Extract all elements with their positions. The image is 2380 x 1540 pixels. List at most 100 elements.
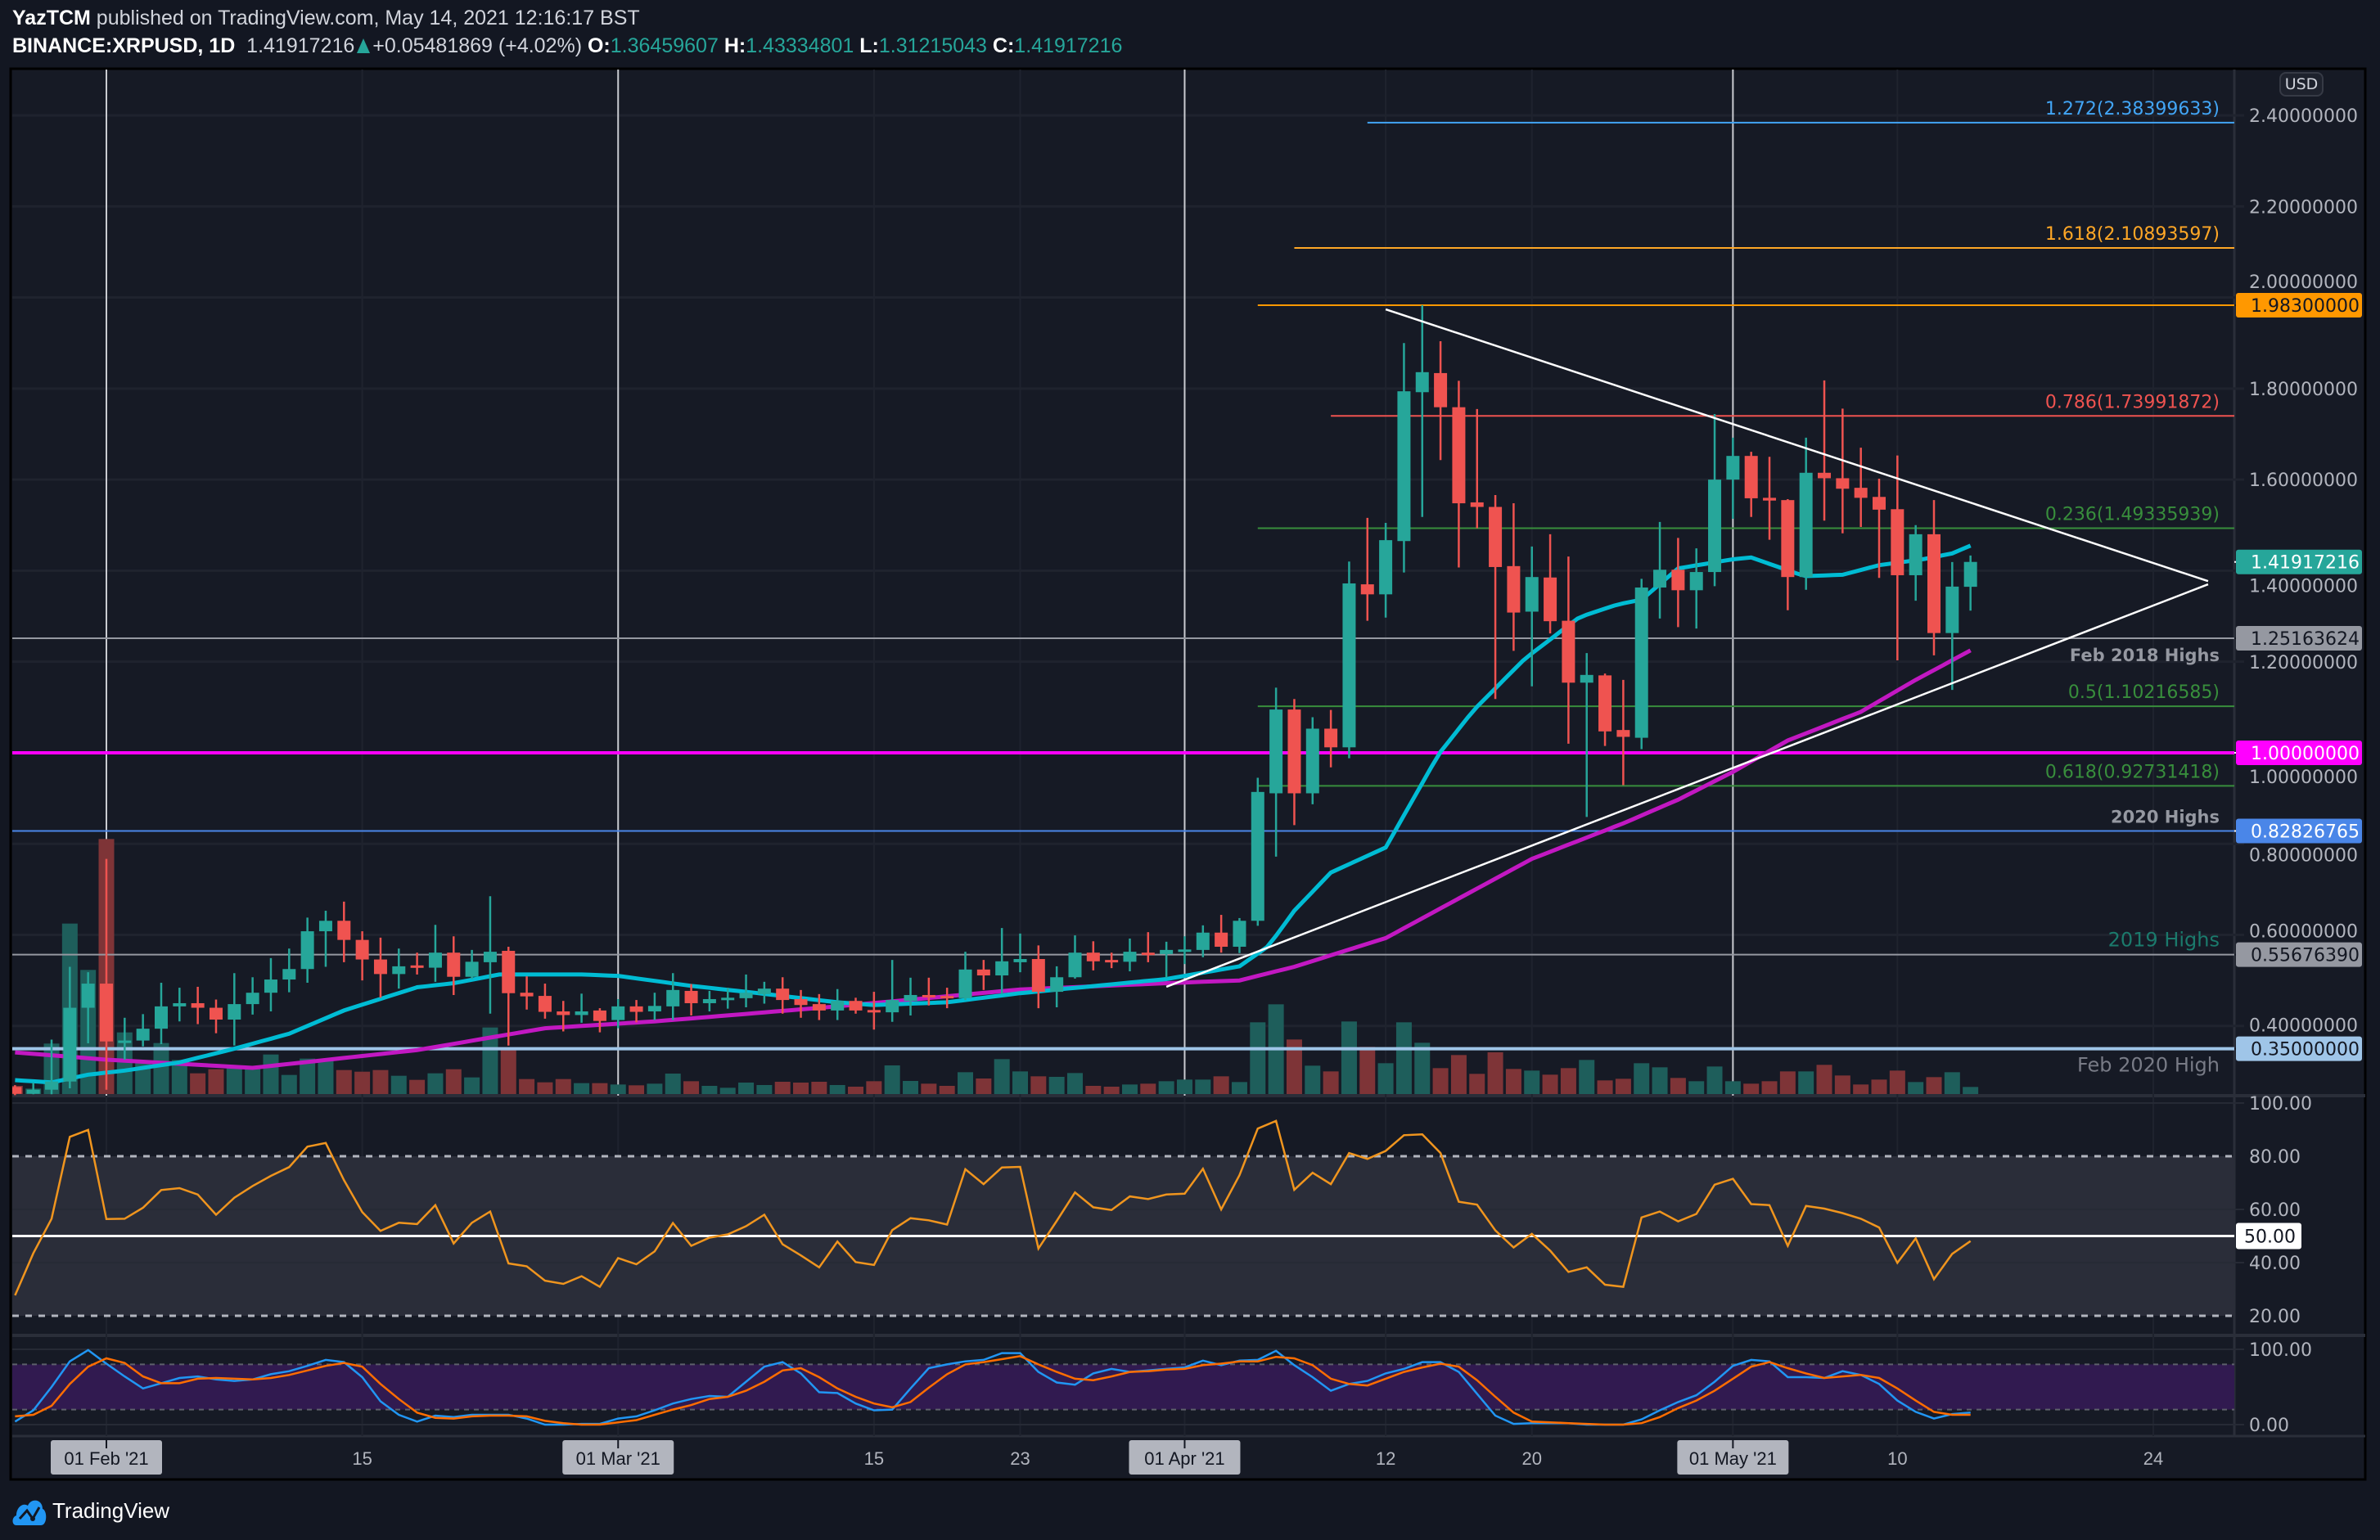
candle[interactable] (1415, 305, 1429, 517)
candle[interactable] (904, 977, 917, 1016)
candle[interactable] (1598, 673, 1612, 746)
candle[interactable] (1891, 455, 1904, 661)
candle[interactable] (1196, 925, 1210, 957)
candle[interactable] (647, 993, 661, 1020)
candle[interactable] (63, 966, 77, 1089)
candle[interactable] (1525, 546, 1539, 687)
candle[interactable] (666, 973, 680, 1020)
candle[interactable] (557, 1001, 570, 1032)
candle[interactable] (812, 993, 826, 1020)
currency-badge[interactable]: USD (2279, 72, 2324, 97)
candle[interactable] (410, 952, 424, 975)
candle[interactable] (520, 976, 534, 1010)
candle[interactable] (1342, 561, 1356, 759)
candle[interactable] (1873, 479, 1886, 579)
candle[interactable] (1215, 915, 1228, 953)
candle[interactable] (757, 981, 771, 1004)
candle[interactable] (1251, 777, 1264, 926)
candle[interactable] (1123, 938, 1137, 972)
candle[interactable] (1305, 717, 1319, 804)
candle[interactable] (1470, 408, 1484, 529)
candle[interactable] (831, 988, 845, 1020)
candle[interactable] (1763, 457, 1777, 540)
upper-resistance-trendline[interactable] (1385, 308, 2209, 583)
candle[interactable] (1489, 495, 1503, 700)
candle[interactable] (1744, 452, 1758, 517)
candle[interactable] (1854, 448, 1868, 527)
candle[interactable] (922, 977, 935, 1006)
candle[interactable] (1836, 408, 1850, 534)
candle[interactable] (1616, 679, 1630, 786)
candle[interactable] (1945, 561, 1959, 691)
candle[interactable] (502, 946, 516, 1046)
candle[interactable] (538, 984, 552, 1019)
candle[interactable] (355, 931, 369, 981)
candle[interactable] (1580, 653, 1593, 817)
candle[interactable] (447, 936, 461, 995)
candle[interactable] (392, 948, 406, 989)
candle[interactable] (1452, 380, 1466, 568)
candle[interactable] (1726, 437, 1740, 519)
candle[interactable] (1909, 525, 1922, 601)
candle[interactable] (1708, 413, 1722, 587)
candle[interactable] (191, 986, 205, 1024)
candle[interactable] (1360, 517, 1374, 621)
candle[interactable] (1671, 538, 1685, 628)
candle[interactable] (1818, 380, 1832, 521)
candle[interactable] (1269, 687, 1283, 857)
candle[interactable] (81, 972, 95, 1043)
candle[interactable] (1233, 917, 1246, 953)
candle[interactable] (940, 988, 954, 1009)
candle[interactable] (337, 901, 351, 962)
candle[interactable] (958, 952, 972, 1001)
candle[interactable] (1379, 522, 1393, 618)
candle[interactable] (1031, 945, 1045, 1009)
candle[interactable] (776, 977, 790, 1014)
candle[interactable] (575, 993, 588, 1023)
candle[interactable] (26, 1083, 40, 1095)
candle[interactable] (1507, 503, 1521, 651)
author-name[interactable]: YazTCM (12, 7, 91, 29)
candle[interactable] (300, 917, 314, 983)
candle[interactable] (886, 960, 899, 1022)
candle[interactable] (1086, 941, 1100, 970)
candle[interactable] (1105, 952, 1119, 969)
candle[interactable] (1050, 966, 1064, 1007)
candle[interactable] (1653, 521, 1667, 619)
candle[interactable] (228, 973, 241, 1046)
trendlines[interactable] (1165, 308, 2209, 988)
candle[interactable] (995, 928, 1009, 994)
candle[interactable] (209, 999, 223, 1033)
candle[interactable] (1544, 534, 1557, 634)
candle[interactable] (849, 997, 863, 1014)
candle[interactable] (264, 957, 277, 1011)
candle[interactable] (246, 977, 259, 1015)
candle[interactable] (373, 937, 387, 998)
candle[interactable] (1689, 548, 1703, 629)
candle[interactable] (1781, 499, 1795, 610)
candle[interactable] (465, 949, 479, 979)
candle[interactable] (629, 1000, 643, 1023)
candle[interactable] (794, 989, 808, 1018)
candle[interactable] (684, 984, 698, 1016)
candle[interactable] (1141, 932, 1155, 962)
candle[interactable] (1799, 437, 1813, 590)
candle[interactable] (173, 988, 187, 1022)
candle[interactable] (1634, 579, 1648, 750)
candle[interactable] (976, 960, 990, 990)
symbol-name[interactable]: BINANCE:XRPUSD, 1D (12, 34, 236, 57)
candle[interactable] (739, 974, 753, 1007)
candle[interactable] (1397, 343, 1411, 573)
candle[interactable] (282, 948, 296, 993)
candle[interactable] (483, 896, 497, 1014)
candle[interactable] (8, 1085, 22, 1096)
candle[interactable] (154, 982, 168, 1045)
candle[interactable] (1927, 500, 1941, 655)
candle[interactable] (118, 1017, 132, 1060)
candle[interactable] (1068, 935, 1082, 979)
candle[interactable] (702, 990, 716, 1011)
tradingview-logo[interactable]: TradingView (11, 1494, 169, 1527)
candle[interactable] (1562, 556, 1575, 744)
candle[interactable] (100, 858, 113, 1090)
